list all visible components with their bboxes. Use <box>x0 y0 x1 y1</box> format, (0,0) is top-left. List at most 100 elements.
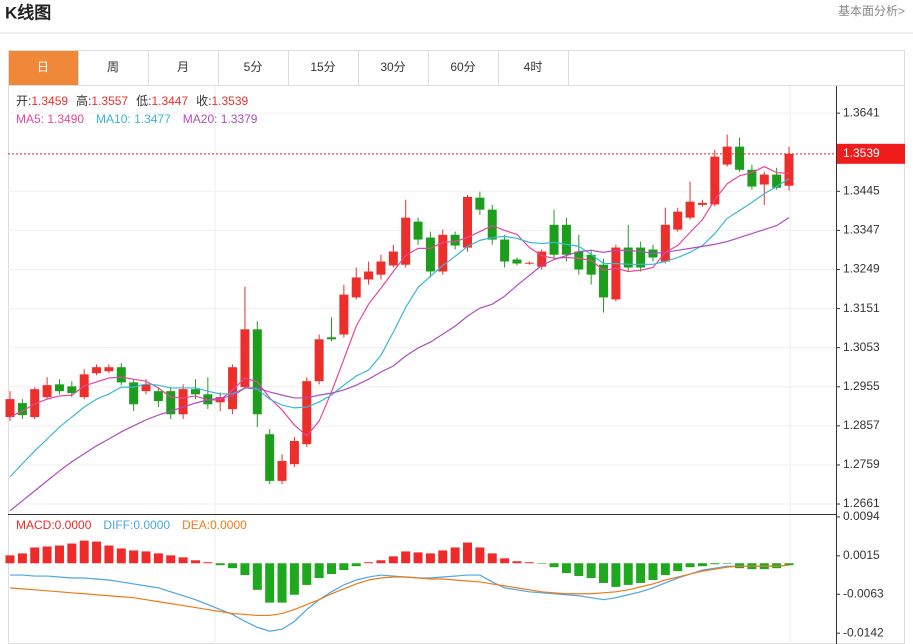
candle-body <box>747 169 757 187</box>
tab-label[interactable]: 60分 <box>450 60 475 74</box>
candle-body <box>735 146 745 170</box>
tab[interactable] <box>288 50 359 86</box>
macd-bar <box>240 563 250 576</box>
tab[interactable] <box>148 50 219 86</box>
macd-bar <box>722 563 732 564</box>
tab[interactable] <box>8 50 79 86</box>
macd-bar <box>104 545 114 564</box>
ohlc-value: 1.3459 <box>31 94 68 108</box>
macd-bar <box>364 562 374 564</box>
macd-bar <box>190 560 200 564</box>
macd-legend: MACD:0.0000 DIFF:0.0000 DEA:0.0000 <box>16 518 247 532</box>
macd-bar <box>339 563 349 571</box>
macd-bar <box>42 546 52 564</box>
macd-bar <box>215 563 225 566</box>
macd-bar <box>314 563 324 579</box>
y-tick-label: 1.3347 <box>843 223 880 237</box>
candle-body <box>772 174 782 188</box>
tab[interactable] <box>218 50 289 86</box>
macd-bar <box>277 563 287 603</box>
macd-bar <box>351 563 361 567</box>
macd-bar <box>438 550 448 564</box>
tab-label[interactable]: 30分 <box>380 60 405 74</box>
candle-body <box>487 209 497 240</box>
last-price-box <box>837 143 905 164</box>
macd-bar <box>611 563 621 587</box>
candle-body <box>512 259 522 264</box>
candle-body <box>574 251 584 270</box>
candle-body <box>326 337 336 340</box>
legend-entry: MA10: 1.3477 <box>96 112 171 126</box>
candle-body <box>759 174 769 185</box>
y-tick-label: 0.0094 <box>843 509 880 523</box>
candle-body <box>401 217 411 265</box>
ohlc-key: 收: <box>196 94 211 108</box>
y-tick-label: 1.2759 <box>843 457 880 471</box>
tab-label[interactable]: 15分 <box>310 60 335 74</box>
macd-bar <box>524 562 534 564</box>
indicator-line <box>9 165 790 437</box>
candle-body <box>42 385 52 398</box>
candle-body <box>104 367 114 372</box>
candle-body <box>240 329 250 388</box>
candle-body <box>450 234 460 246</box>
candle-body <box>5 399 15 418</box>
ma-legend: MA5: 1.3490 MA10: 1.3477 MA20: 1.3379 <box>16 112 258 126</box>
macd-bar <box>116 548 126 564</box>
macd-bar <box>463 542 473 564</box>
macd-bar <box>784 563 794 566</box>
y-tick-label: -0.0142 <box>843 625 884 639</box>
candle-body <box>561 224 571 255</box>
indicator-line <box>9 564 790 617</box>
candle-body <box>265 434 275 481</box>
macd-bar <box>648 563 658 580</box>
fundamental-link[interactable]: 基本面分析> <box>838 4 905 18</box>
macd-bar <box>685 563 695 568</box>
macd-bar <box>487 553 497 564</box>
candle-body <box>722 146 732 165</box>
legend-entry: MA5: 1.3490 <box>16 112 84 126</box>
candle-body <box>549 224 559 255</box>
macd-bar <box>178 557 188 564</box>
macd-bar <box>500 558 510 564</box>
macd-bar <box>67 543 77 564</box>
candle-body <box>376 261 386 275</box>
macd-bar <box>141 551 151 564</box>
macd-bar <box>79 540 89 564</box>
candle-body <box>339 294 349 335</box>
candle-body <box>438 234 448 272</box>
macd-bar <box>203 562 213 564</box>
tab-bar: 日 周 月 5分 15分 30分 60分 4时 <box>8 50 569 86</box>
candle-body <box>178 389 188 415</box>
ohlc-key: 高: <box>76 93 91 108</box>
tab-label[interactable]: 5分 <box>244 60 263 74</box>
macd-bar <box>5 555 15 564</box>
tab[interactable] <box>498 50 569 86</box>
macd-bar <box>265 563 275 603</box>
tab-label[interactable]: 月 <box>177 60 189 74</box>
candle-body <box>92 367 102 374</box>
candle-body <box>30 389 40 418</box>
legend-entry: MA20: 1.3379 <box>183 112 258 126</box>
macd-bar <box>549 563 559 568</box>
tab[interactable] <box>428 50 499 86</box>
macd-bar <box>30 547 40 564</box>
candle-body <box>685 201 695 218</box>
macd-bar <box>17 553 27 564</box>
macd-bar <box>673 563 683 572</box>
candle-body <box>153 391 163 402</box>
tab-label[interactable]: 日 <box>37 60 49 74</box>
candle-body <box>463 196 473 248</box>
candle-body <box>190 389 200 395</box>
y-tick-label: 1.2857 <box>843 418 880 432</box>
tab-label[interactable]: 4时 <box>524 60 543 74</box>
macd-bar <box>92 541 102 564</box>
candle-body <box>166 391 176 415</box>
candle-body <box>623 247 633 268</box>
macd-bar <box>574 563 584 577</box>
tab-label[interactable]: 周 <box>107 60 119 74</box>
tab[interactable] <box>358 50 429 86</box>
macd-bar <box>623 563 633 585</box>
macd-bar <box>326 563 336 575</box>
